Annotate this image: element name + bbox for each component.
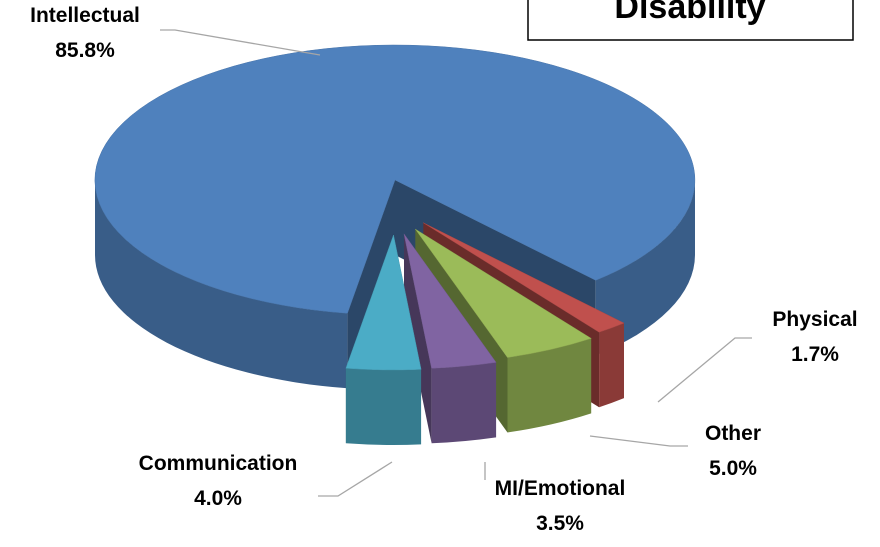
slice-wall [599, 323, 624, 408]
slice-wall [507, 338, 592, 433]
leader-line [589, 435, 688, 447]
slice-label: Communication [139, 452, 298, 475]
slice [403, 233, 497, 369]
slice-wall [431, 362, 497, 444]
slice-label: MI/Emotional [495, 477, 626, 500]
title-box [527, 0, 854, 41]
leader-line [657, 337, 752, 403]
slice-wall [595, 180, 695, 356]
leader-line [318, 461, 393, 497]
slice-value: 85.8% [55, 39, 115, 62]
slice-value: 3.5% [536, 512, 584, 535]
slice-wall [345, 368, 422, 445]
slice-label: Other [705, 422, 761, 445]
slice-value: 1.7% [791, 343, 839, 366]
slice [94, 44, 696, 314]
slice-label: Intellectual [30, 4, 140, 27]
slice-side [404, 233, 432, 444]
slice-wall [94, 180, 348, 389]
slice-label: Physical [772, 308, 857, 331]
chart-title: Disability [614, 0, 765, 26]
slice-value: 5.0% [709, 457, 757, 480]
leader-line [160, 29, 321, 56]
slice [345, 234, 422, 371]
slice [423, 222, 625, 333]
slice-value: 4.0% [194, 487, 242, 510]
slice [415, 228, 592, 358]
